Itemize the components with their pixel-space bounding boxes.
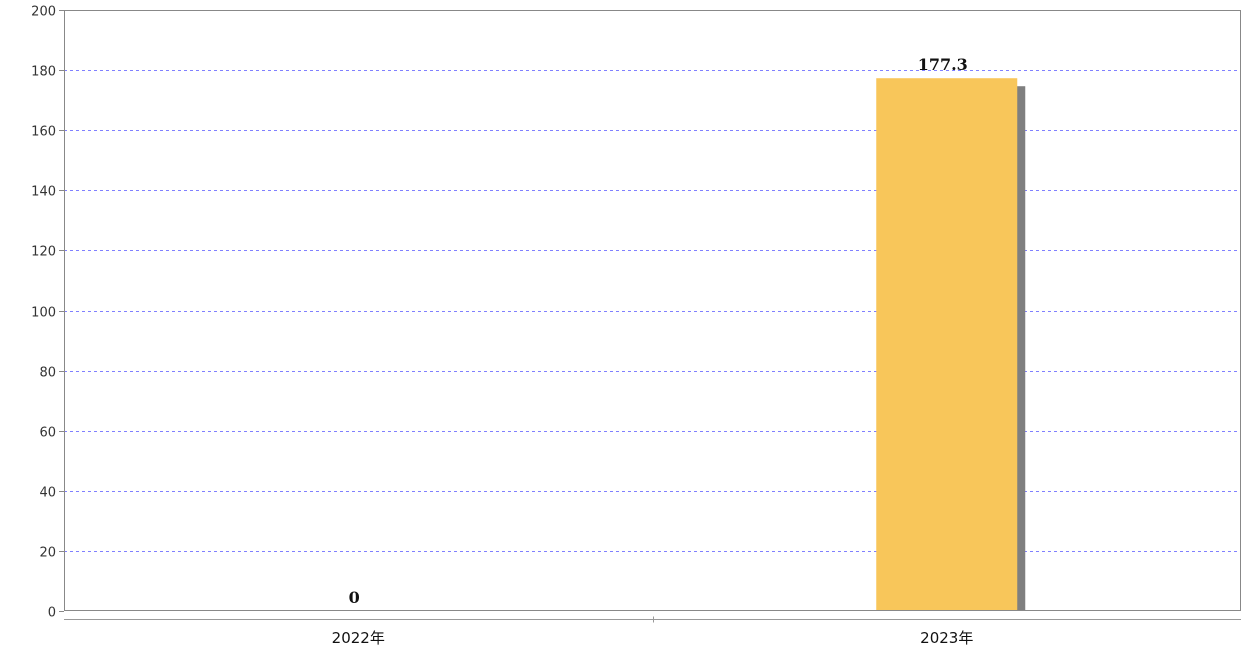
y-tick-label: 100 xyxy=(31,306,56,321)
y-tick-label: 120 xyxy=(31,245,56,260)
y-tick-label: 180 xyxy=(31,65,56,80)
y-axis: 0 20 40 60 80 100 120 140 160 180 200 xyxy=(31,5,64,621)
x-category-label: 2022年 xyxy=(332,629,385,647)
y-tick-label: 60 xyxy=(39,426,56,441)
plot-frame-rect xyxy=(64,10,1241,611)
y-tick-label: 40 xyxy=(39,486,56,501)
y-tick-label: 200 xyxy=(31,5,56,20)
y-tick-label: 140 xyxy=(31,185,56,200)
gridlines xyxy=(64,10,1241,552)
plot-frame xyxy=(64,10,1241,611)
y-tick-label: 160 xyxy=(31,125,56,140)
y-tick-label: 20 xyxy=(39,546,56,561)
data-label: 177.3 xyxy=(918,55,968,74)
y-tick-label: 80 xyxy=(39,366,56,381)
y-tick-label: 0 xyxy=(48,606,56,621)
value-labels: 0 177.3 xyxy=(349,55,968,607)
bars xyxy=(876,78,1026,611)
data-label: 0 xyxy=(349,588,360,607)
x-axis: 2022年 2023年 xyxy=(64,616,1241,647)
x-category-label: 2023年 xyxy=(920,629,973,647)
bar xyxy=(876,78,1018,611)
